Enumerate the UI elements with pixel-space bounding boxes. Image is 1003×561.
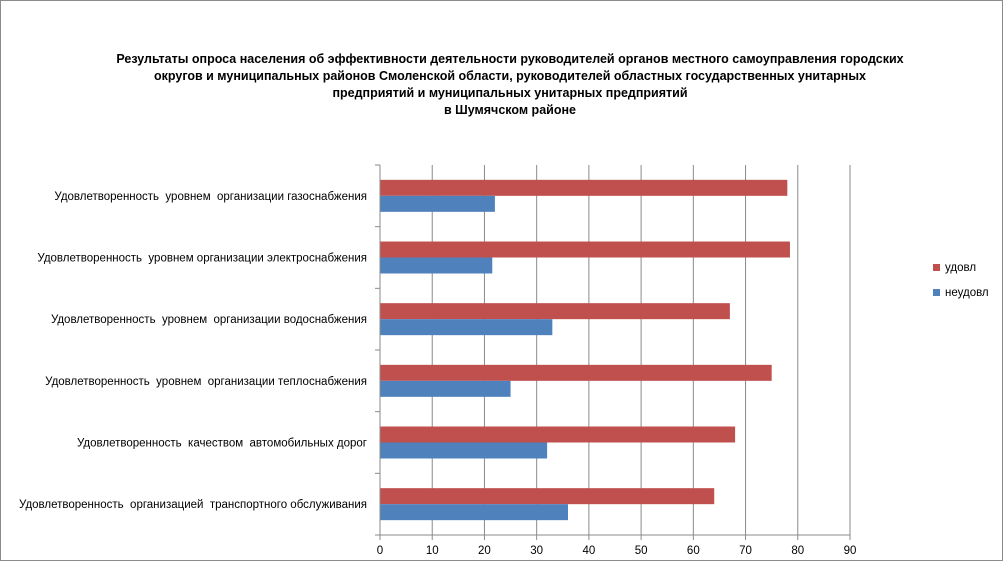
- title-line-2: округов и муниципальных районов Смоленск…: [154, 69, 866, 83]
- bar-udovl: [380, 488, 715, 505]
- bar-neudovl: [380, 380, 511, 397]
- bar-udovl: [380, 241, 790, 258]
- legend-swatch: [933, 289, 940, 296]
- x-tick-label: 70: [739, 545, 752, 557]
- x-tick-label: 0: [377, 545, 383, 557]
- axes: [375, 164, 851, 540]
- category-label: Удовлетворенность уровнем организации те…: [45, 376, 367, 388]
- bar-udovl: [380, 364, 772, 381]
- title-line-3: предприятий и муниципальных унитарных пр…: [332, 86, 688, 100]
- title-line-1: Результаты опроса населения об эффективн…: [116, 52, 904, 66]
- category-label: Удовлетворенность организацией транспорт…: [19, 499, 367, 511]
- legend: удовл неудовл: [933, 262, 989, 299]
- bar-udovl: [380, 303, 730, 320]
- category-label: Удовлетворенность уровнем организации га…: [54, 191, 367, 203]
- category-label: Удовлетворенность уровнем организации эл…: [37, 253, 367, 265]
- x-tick-label: 40: [582, 545, 595, 557]
- x-tick-label: 10: [426, 545, 439, 557]
- x-tick-label: 60: [687, 545, 700, 557]
- x-tick-label: 80: [791, 545, 804, 557]
- bar-neudovl: [380, 319, 553, 336]
- category-label: Удовлетворенность качеством автомобильны…: [77, 438, 367, 450]
- bar-neudovl: [380, 257, 493, 274]
- bar-neudovl: [380, 504, 568, 521]
- bar-neudovl: [380, 195, 495, 212]
- category-labels: Удовлетворенность уровнем организации га…: [19, 191, 367, 511]
- gridlines: [431, 165, 851, 535]
- legend-label: неудовл: [945, 287, 989, 299]
- x-tick-label: 20: [478, 545, 491, 557]
- bars: [380, 179, 790, 521]
- chart-title: Результаты опроса населения об эффективн…: [60, 51, 960, 119]
- legend-label: удовл: [945, 262, 976, 274]
- legend-swatch: [933, 264, 940, 271]
- bar-neudovl: [380, 442, 548, 459]
- x-tick-label: 50: [635, 545, 648, 557]
- category-label: Удовлетворенность уровнем организации во…: [51, 314, 367, 326]
- title-line-4: в Шумячском районе: [444, 103, 576, 117]
- x-tick-label: 90: [844, 545, 857, 557]
- tick-labels: 0 10 20 30 40 50 60 70 80 90: [377, 545, 857, 557]
- bar-udovl: [380, 179, 788, 196]
- x-tick-label: 30: [530, 545, 543, 557]
- bar-udovl: [380, 426, 736, 443]
